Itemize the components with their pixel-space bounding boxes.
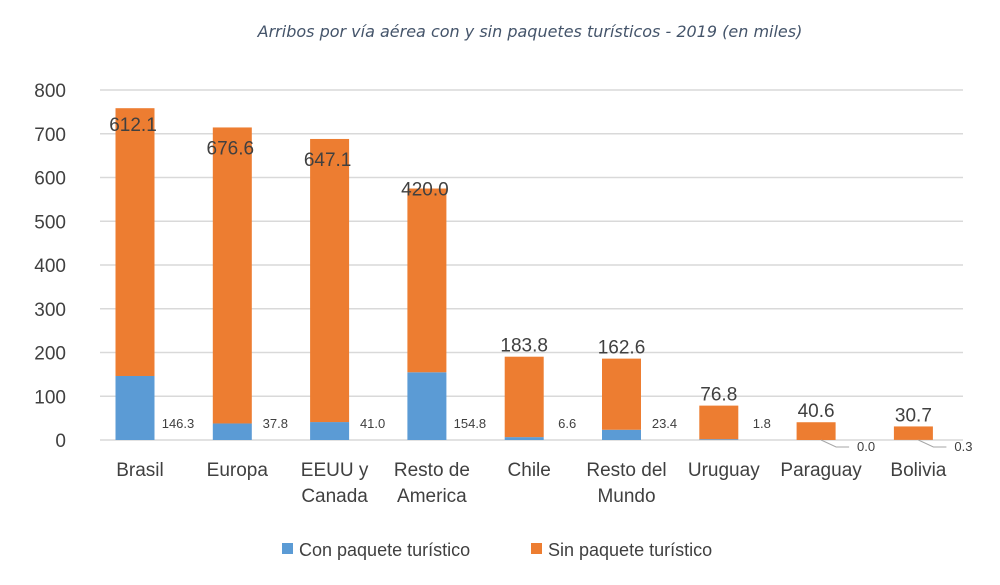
bar-con-paquete	[407, 372, 447, 440]
y-tick-label: 800	[34, 81, 66, 102]
category-label: Uruguay	[688, 460, 760, 481]
category-label: Mundo	[597, 486, 655, 507]
y-tick-label: 700	[34, 125, 66, 146]
bar-sin-paquete	[699, 405, 739, 440]
data-label-con: 6.6	[558, 416, 576, 431]
data-label-sin: 647.1	[304, 150, 352, 171]
data-label-con: 154.8	[454, 416, 487, 431]
bar-sin-paquete	[504, 356, 544, 438]
data-label-con: 1.8	[753, 416, 771, 431]
data-label-sin: 676.6	[207, 138, 255, 159]
category-label: Resto del	[586, 460, 666, 481]
bar-sin-paquete	[602, 358, 641, 430]
data-label-con: 0.3	[954, 439, 972, 454]
leader-line	[918, 439, 947, 448]
bar-group: 183.8 6.6	[500, 336, 576, 440]
y-tick-label: 400	[34, 256, 66, 277]
bar-group: 162.6 23.4	[598, 338, 677, 440]
leader-line	[820, 439, 850, 448]
bar-con-paquete	[504, 437, 544, 440]
chart-title: Arribos por vía aérea con y sin paquetes…	[257, 22, 803, 41]
x-axis: Brasil Europa EEUU y Canada Resto de America C…	[116, 460, 947, 507]
y-tick-label: 0	[55, 431, 66, 452]
y-axis: 0 100 200 300 400 500 600 700 800	[34, 81, 66, 452]
bar-con-paquete	[310, 422, 350, 440]
y-tick-label: 200	[34, 344, 66, 365]
y-tick-label: 100	[34, 387, 66, 408]
legend-swatch	[282, 543, 293, 554]
bar-sin-paquete	[893, 426, 933, 440]
legend-item: Sin paquete turístico	[531, 540, 712, 560]
category-label: America	[397, 486, 467, 507]
bar-sin-paquete	[310, 138, 350, 423]
bar-group: 612.1 146.3	[109, 108, 194, 440]
category-label: EEUU y	[301, 460, 369, 481]
legend-label: Con paquete turístico	[299, 540, 470, 560]
y-tick-label: 500	[34, 212, 66, 233]
bar-sin-paquete	[212, 127, 252, 424]
data-label-con: 0.0	[857, 439, 875, 454]
bars: 612.1 146.3 676.6 37.8 647.1 41.0 420.0 154.8 18…	[109, 108, 972, 454]
bar-con-paquete	[699, 439, 739, 440]
legend-label: Sin paquete turístico	[548, 540, 712, 560]
y-tick-label: 300	[34, 300, 66, 321]
legend-item: Con paquete turístico	[282, 540, 470, 560]
legend-swatch	[531, 543, 542, 554]
data-label-sin: 420.0	[401, 180, 449, 201]
bar-group: 30.7 0.3	[893, 405, 972, 454]
data-label-con: 37.8	[263, 416, 288, 431]
bar-group: 647.1 41.0	[304, 138, 385, 440]
data-label-sin: 183.8	[500, 336, 548, 357]
data-label-sin: 162.6	[598, 338, 646, 359]
data-label-con: 23.4	[652, 416, 677, 431]
category-label: Europa	[207, 460, 269, 481]
legend: Con paquete turístico Sin paquete turísti…	[282, 540, 712, 560]
data-label-con: 41.0	[360, 416, 385, 431]
data-label-sin: 30.7	[895, 405, 932, 426]
category-label: Paraguay	[780, 460, 862, 481]
category-label: Bolivia	[890, 460, 946, 481]
bar-con-paquete	[115, 375, 155, 440]
bar-group: 40.6 0.0	[796, 401, 875, 454]
bar-con-paquete	[212, 423, 252, 440]
bar-group: 76.8 1.8	[699, 385, 771, 440]
category-label: Resto de	[394, 460, 470, 481]
category-label: Canada	[301, 486, 368, 507]
bar-sin-paquete	[115, 108, 155, 376]
y-tick-label: 600	[34, 169, 66, 190]
category-label: Chile	[508, 460, 551, 481]
bar-sin-paquete	[796, 422, 836, 440]
bar-sin-paquete	[407, 188, 447, 373]
data-label-sin: 612.1	[109, 115, 157, 136]
bar-group: 420.0 154.8	[401, 180, 486, 440]
bar-group: 676.6 37.8	[207, 127, 288, 440]
data-label-sin: 76.8	[700, 385, 737, 406]
bar-con-paquete	[602, 429, 641, 440]
data-label-sin: 40.6	[798, 401, 835, 422]
category-label: Brasil	[116, 460, 164, 481]
data-label-con: 146.3	[162, 416, 195, 431]
